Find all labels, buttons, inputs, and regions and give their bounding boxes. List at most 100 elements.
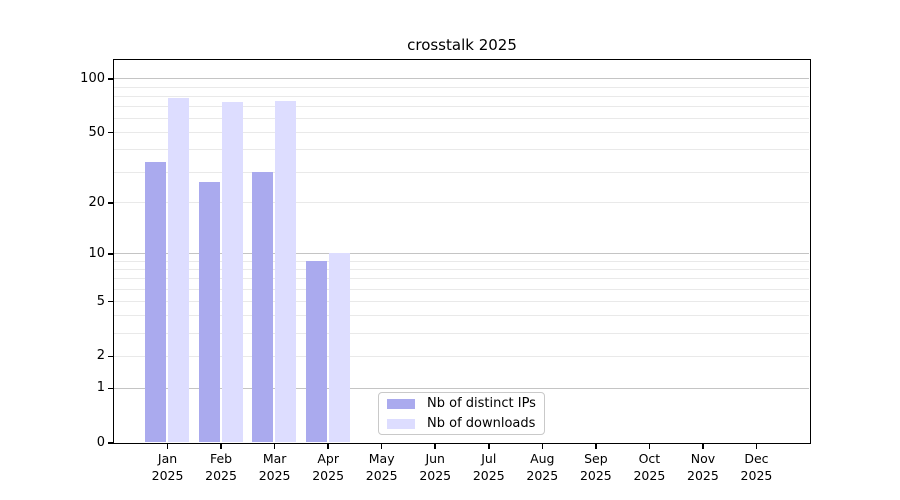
y-axis-tick xyxy=(108,78,114,80)
year-label: 2025 xyxy=(687,468,719,483)
x-axis-tick xyxy=(541,444,544,449)
gridline-minor xyxy=(114,333,809,335)
bar-downloads-apr xyxy=(328,253,350,443)
gridline-minor xyxy=(114,86,809,88)
x-axis-tick xyxy=(327,444,329,449)
gridline-major xyxy=(114,387,809,389)
bar-downloads-feb xyxy=(221,101,243,443)
year-label: 2025 xyxy=(151,468,184,483)
year-label: 2025 xyxy=(526,468,559,483)
legend-item-downloads: Nb of downloads xyxy=(387,416,544,431)
gridline-minor xyxy=(114,288,809,290)
gridline-major xyxy=(114,253,809,255)
y-axis-tick xyxy=(108,355,114,358)
x-axis-tick-label: Jan 2025 xyxy=(136,450,200,484)
y-axis-tick-label: 5 xyxy=(96,293,105,309)
month-label: Jun xyxy=(425,451,445,466)
y-axis-tick xyxy=(108,253,114,255)
chart-title: crosstalk 2025 xyxy=(407,36,517,54)
gridline-minor xyxy=(114,355,809,357)
year-label: 2025 xyxy=(579,468,612,483)
x-axis-tick-label: May 2025 xyxy=(350,450,414,484)
legend-swatch-downloads xyxy=(387,418,415,429)
year-label: 2025 xyxy=(740,468,773,483)
plot-area xyxy=(113,59,811,444)
month-label: Sep xyxy=(584,451,608,466)
gridline-minor xyxy=(114,106,809,108)
y-axis-tick-label: 10 xyxy=(88,245,105,261)
x-axis-tick-label: Nov 2025 xyxy=(671,450,735,484)
x-axis-tick-label: Feb 2025 xyxy=(189,450,253,484)
year-label: 2025 xyxy=(365,468,398,483)
x-axis-tick xyxy=(595,444,597,449)
x-axis-tick-label: Apr 2025 xyxy=(296,450,360,484)
year-label: 2025 xyxy=(312,468,345,483)
year-label: 2025 xyxy=(258,468,291,483)
y-axis-tick-label: 1 xyxy=(96,380,105,396)
month-label: Apr xyxy=(317,451,339,466)
month-label: Mar xyxy=(262,451,287,466)
gridline-minor xyxy=(114,315,809,317)
year-label: 2025 xyxy=(633,468,666,483)
legend-item-distinct-ips: Nb of distinct IPs xyxy=(387,396,544,411)
legend: Nb of distinct IPs Nb of downloads xyxy=(378,392,545,435)
month-label: Jul xyxy=(481,451,497,466)
bar-downloads-mar xyxy=(275,100,297,443)
x-axis-tick xyxy=(166,444,169,449)
month-label: Feb xyxy=(209,451,233,466)
y-axis-tick xyxy=(108,202,114,204)
x-axis-tick xyxy=(755,444,758,449)
y-axis-tick xyxy=(108,387,114,390)
x-axis-tick xyxy=(220,444,222,449)
bar-distinct-ips-jan xyxy=(145,161,167,443)
x-axis-tick-label: Jul 2025 xyxy=(457,450,521,484)
x-axis-tick xyxy=(434,444,436,449)
gridline-major xyxy=(114,78,809,80)
y-axis-tick xyxy=(108,300,114,303)
gridline-minor xyxy=(114,132,809,134)
x-axis-tick xyxy=(273,444,276,449)
bar-downloads-jan xyxy=(168,97,190,443)
legend-label-distinct-ips: Nb of distinct IPs xyxy=(427,396,536,411)
gridline-minor xyxy=(114,95,809,97)
y-axis-tick-label: 0 xyxy=(96,435,105,450)
x-axis-tick xyxy=(648,444,651,449)
legend-swatch-distinct-ips xyxy=(387,398,415,409)
legend-label-downloads: Nb of downloads xyxy=(427,416,536,431)
x-axis-tick xyxy=(702,444,704,449)
x-axis-tick-label: Mar 2025 xyxy=(243,450,307,484)
month-label: Dec xyxy=(744,451,769,466)
bar-distinct-ips-feb xyxy=(198,182,220,443)
year-label: 2025 xyxy=(205,468,237,483)
gridline-minor xyxy=(114,269,809,271)
gridline-minor xyxy=(114,149,809,151)
gridline-minor xyxy=(114,278,809,280)
x-axis-tick-label: Oct 2025 xyxy=(617,450,681,484)
x-axis-tick-label: Aug 2025 xyxy=(510,450,574,484)
y-axis-tick xyxy=(108,131,114,134)
year-label: 2025 xyxy=(419,468,452,483)
gridline-minor xyxy=(114,118,809,120)
x-axis-tick-label: Sep 2025 xyxy=(564,450,628,484)
y-axis-tick-label: 2 xyxy=(96,348,105,364)
gridline-minor xyxy=(114,202,809,204)
month-label: Nov xyxy=(690,451,716,466)
gridline-minor xyxy=(114,260,809,262)
month-label: Oct xyxy=(638,451,661,466)
y-axis-tick-label: 100 xyxy=(80,70,105,86)
y-axis-tick xyxy=(108,442,114,444)
x-axis-tick xyxy=(488,444,490,449)
month-label: May xyxy=(368,451,395,466)
gridline-minor xyxy=(114,171,809,173)
x-axis-tick xyxy=(380,444,383,449)
month-label: Jan xyxy=(157,451,178,466)
month-label: Aug xyxy=(530,451,555,466)
bar-distinct-ips-apr xyxy=(305,260,327,443)
y-axis-tick-label: 20 xyxy=(88,194,105,210)
bar-distinct-ips-mar xyxy=(252,171,274,443)
gridline-minor xyxy=(114,301,809,303)
x-axis-tick-label: Jun 2025 xyxy=(403,450,467,484)
x-axis-tick-label: Dec 2025 xyxy=(724,450,788,484)
y-axis-tick-label: 50 xyxy=(88,124,105,140)
